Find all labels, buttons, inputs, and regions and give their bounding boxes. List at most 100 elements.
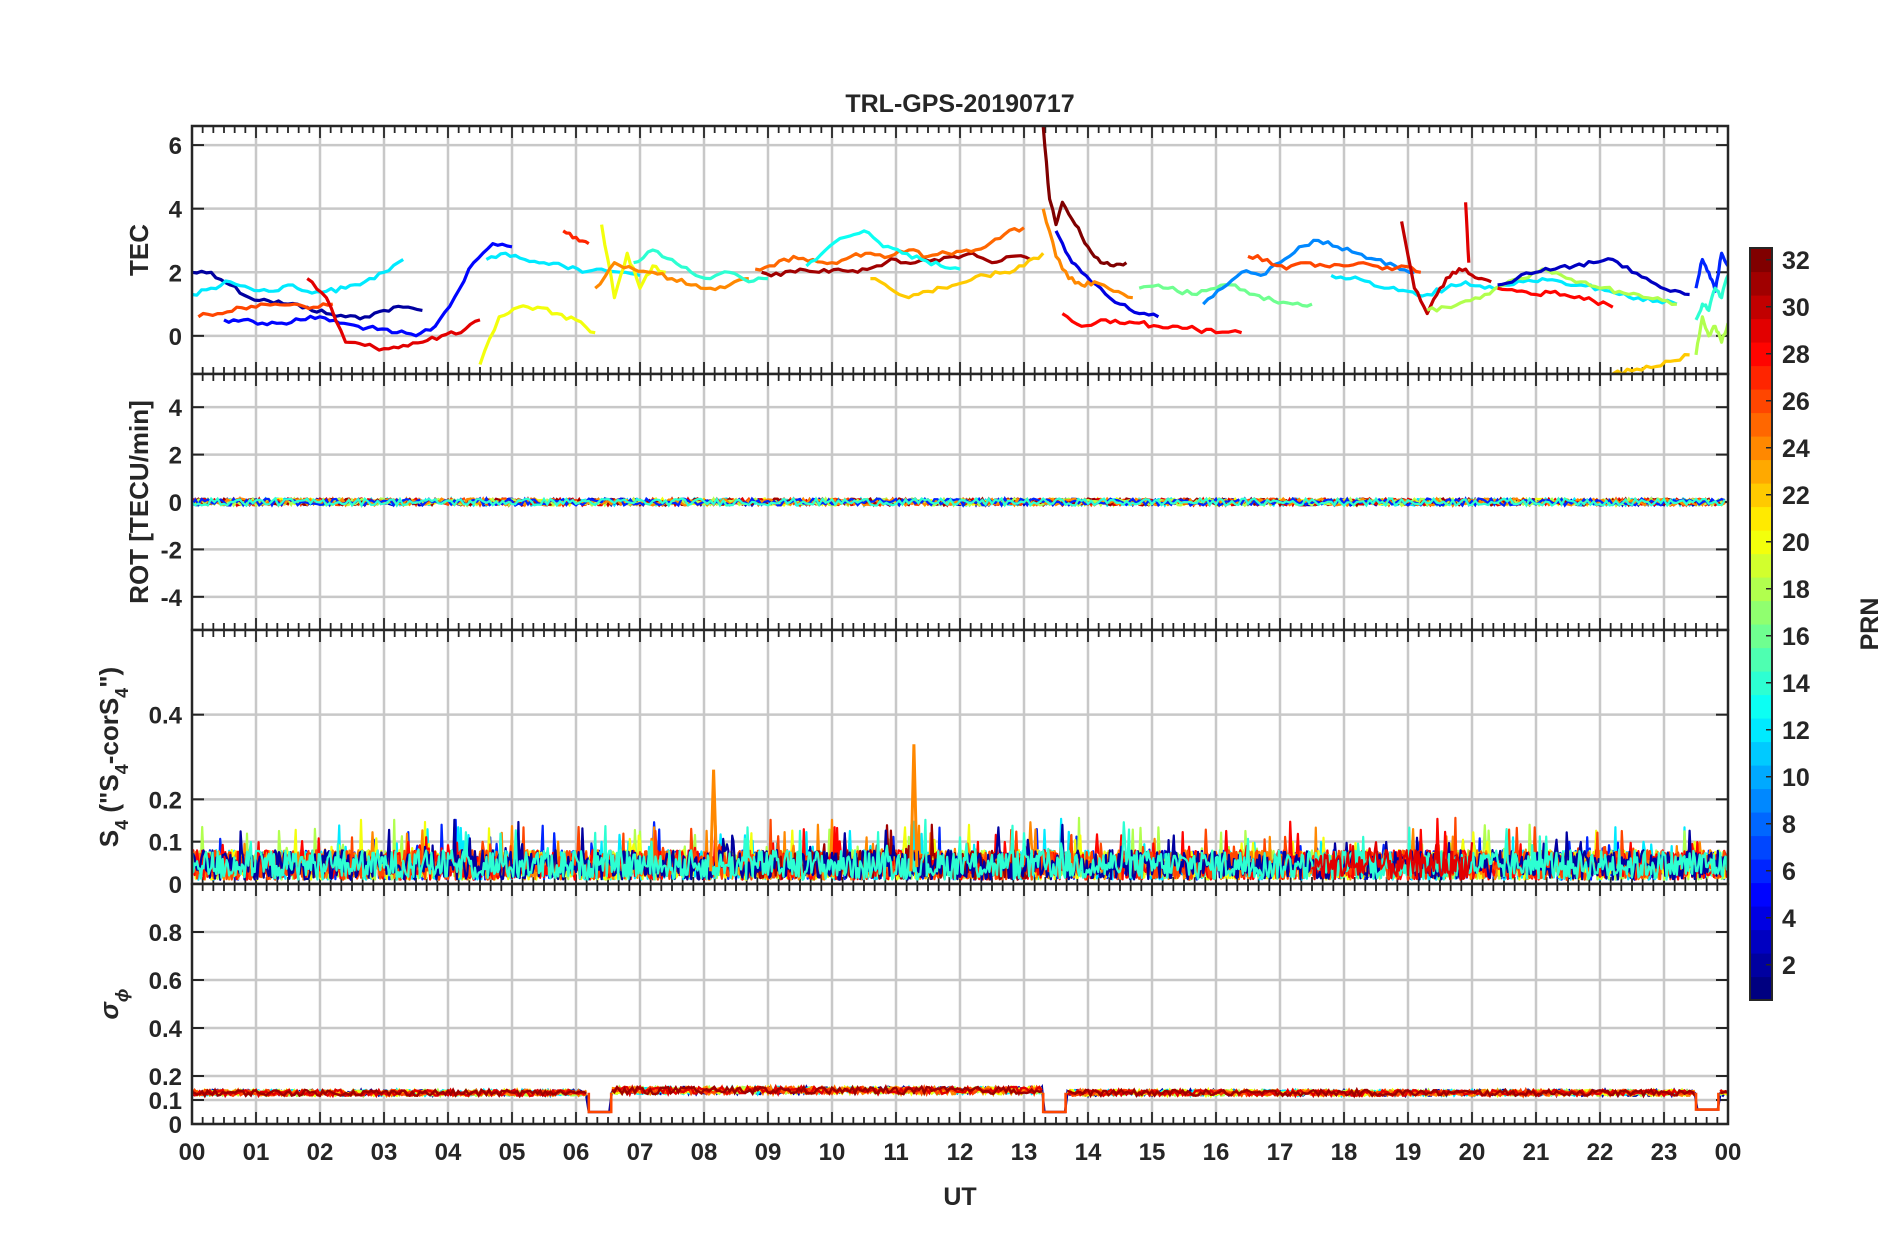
panel-tec-ytick-label: 6 [169,133,182,160]
sigma-low-segment [1041,1092,1067,1114]
x-tick-label: 07 [627,1139,654,1166]
tec-series-line [1464,202,1471,263]
colorbar-tick-label: 16 [1782,623,1810,651]
panel-rot-ytick-label: 4 [169,395,183,422]
colorbar-segment [1750,577,1772,602]
x-tick-label: 05 [499,1139,526,1166]
rot-ylabel: ROT [TECU/min] [124,400,154,604]
s4-series-line [192,818,1728,881]
tec-series-line [562,229,590,245]
colorbar-segment [1750,436,1772,461]
colorbar-segment [1750,976,1772,1001]
colorbar-segment [1750,882,1772,907]
x-tick-label: 22 [1587,1139,1614,1166]
tec-series-line [223,242,513,338]
tec-series-line [1497,286,1614,309]
x-tick-label: 00 [179,1139,206,1166]
x-tick-label: 12 [947,1139,974,1166]
colorbar-tick-label: 32 [1782,247,1810,275]
colorbar-tick-label: 20 [1782,529,1810,557]
colorbar-segment [1750,553,1772,578]
panel-s4-ytick-label: 0.1 [149,830,182,857]
colorbar-tick-label: 10 [1782,764,1810,792]
colorbar-segment [1750,342,1772,367]
tec-series-group [192,126,1728,374]
colorbar-segment [1750,741,1772,766]
s4-series-line [1311,841,1474,881]
x-tick-label: 16 [1203,1139,1230,1166]
tec-series-line [594,261,749,292]
x-tick-label: 13 [1011,1139,1038,1166]
x-tick-label: 01 [243,1139,270,1166]
tec-series-line [1041,208,1133,300]
panel-sigma-ytick-label: 0.1 [149,1088,182,1115]
panel-tec-ytick-label: 4 [169,197,183,224]
tec-series-line [1694,315,1728,356]
colorbar-tick-label: 30 [1782,294,1810,322]
tec-series-line [1202,238,1415,306]
sigma-series-line [191,1084,1729,1099]
colorbar-segment [1750,788,1772,813]
colorbar-tick-label: 26 [1782,388,1810,416]
x-tick-label: 14 [1075,1139,1102,1166]
colorbar-segment [1750,365,1772,390]
colorbar-tick-label: 12 [1782,717,1810,745]
x-tick-label: 19 [1395,1139,1422,1166]
x-tick-label: 21 [1523,1139,1550,1166]
panels: 0246-4-202400.10.20.400.10.20.40.60.8TEC… [94,124,1730,1139]
sigma-series-group [190,1083,1729,1114]
panel-s4-ytick-label: 0 [169,872,182,899]
colorbar-segment [1750,671,1772,696]
x-tick-label: 11 [883,1139,908,1166]
rot-series-line [191,496,1726,508]
x-tick-label: 06 [563,1139,590,1166]
panel-s4-ytick-label: 0.4 [149,703,183,730]
colorbar-segment [1750,929,1772,954]
x-tick-label: 20 [1459,1139,1486,1166]
colorbar-segment [1750,248,1772,273]
panel-s4-ytick-label: 0.2 [149,787,182,814]
colorbar-segment [1750,389,1772,414]
panel-tec-ytick-label: 0 [169,324,182,351]
tec-series-line [633,248,769,284]
sigma-low-segment [587,1092,613,1114]
tec-ylabel: TEC [124,224,154,276]
sigma-ylabel: σϕ [94,989,132,1020]
chart-title: TRL-GPS-20190717 [845,90,1074,118]
colorbar-segment [1750,765,1772,790]
x-tick-label: 02 [307,1139,334,1166]
x-tick-label: 15 [1139,1139,1166,1166]
colorbar-tick-label: 24 [1782,435,1810,463]
colorbar-label: PRN [1856,598,1884,651]
x-tick-label: 03 [371,1139,398,1166]
colorbar-segment [1750,812,1772,837]
colorbar-segment [1750,412,1772,437]
s4-peak [909,744,919,872]
panel-sigma-ytick-label: 0.6 [149,968,182,995]
x-tick-label: 17 [1267,1139,1294,1166]
s4-series-group [192,744,1728,881]
s4-ylabel: S4 ("S4-corS4") [94,667,132,847]
colorbar-segment [1750,859,1772,884]
tec-series-line [1054,230,1160,319]
tec-series-line [1611,353,1690,374]
tec-series-line [478,304,596,366]
colorbar-segment [1750,271,1772,296]
colorbar-segment [1750,718,1772,743]
x-tick-label: 10 [819,1139,846,1166]
rot-series-group [191,495,1726,508]
tec-series-line [1694,274,1728,321]
panel-sigma-ytick-label: 0.2 [149,1064,182,1091]
panel-rot-ytick-label: -4 [161,585,183,612]
x-tick-label: 09 [755,1139,782,1166]
x-tick-label: 18 [1331,1139,1358,1166]
colorbar-tick-label: 14 [1782,670,1810,698]
tec-series-line [1061,312,1243,335]
colorbar-segment [1750,506,1772,531]
panel-sigma-frame [190,882,1730,1126]
x-tick-label: 00 [1715,1139,1742,1166]
colorbar-tick-label: 18 [1782,576,1810,604]
tec-series-line [1400,221,1492,316]
